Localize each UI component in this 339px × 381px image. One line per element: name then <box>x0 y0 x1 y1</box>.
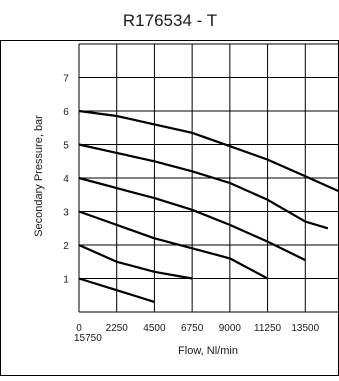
series-lines <box>78 109 339 303</box>
y-tick-label-7: 7 <box>63 74 69 85</box>
y-axis-label: Secondary Pressure, bar <box>33 115 45 237</box>
x-tick-label-4500: 4500 <box>143 323 166 334</box>
chart-title: R176534 - T <box>123 11 217 30</box>
y-tick-labels: 1 2 3 4 5 6 7 <box>63 74 69 286</box>
x-tick-label-0: 0 <box>76 323 82 334</box>
y-tick-label-3: 3 <box>63 208 69 219</box>
series-line-6 <box>78 109 339 193</box>
series-line-3 <box>78 210 269 280</box>
outer-frame <box>0 40 339 376</box>
x-tick-label-wrapped: 15750 <box>74 333 102 344</box>
series-line-5 <box>78 143 329 230</box>
series-line-2 <box>78 243 193 280</box>
y-tick-label-2: 2 <box>63 241 69 252</box>
x-tick-label-11250: 11250 <box>254 323 282 334</box>
x-tick-label-13500: 13500 <box>291 323 319 334</box>
y-tick-label-6: 6 <box>63 107 69 118</box>
series-line-1 <box>78 277 155 303</box>
series-line-4 <box>78 176 306 262</box>
x-tick-label-2250: 2250 <box>106 323 129 334</box>
y-tick-label-1: 1 <box>63 275 69 286</box>
x-tick-label-9000: 9000 <box>219 323 242 334</box>
x-tick-labels: 0 2250 4500 6750 9000 11250 13500 <box>76 323 319 334</box>
y-tick-label-4: 4 <box>63 174 69 185</box>
x-axis-label: Flow, Nl/min <box>178 345 238 357</box>
y-tick-label-5: 5 <box>63 141 69 152</box>
x-tick-label-6750: 6750 <box>181 323 204 334</box>
grid <box>78 43 339 313</box>
